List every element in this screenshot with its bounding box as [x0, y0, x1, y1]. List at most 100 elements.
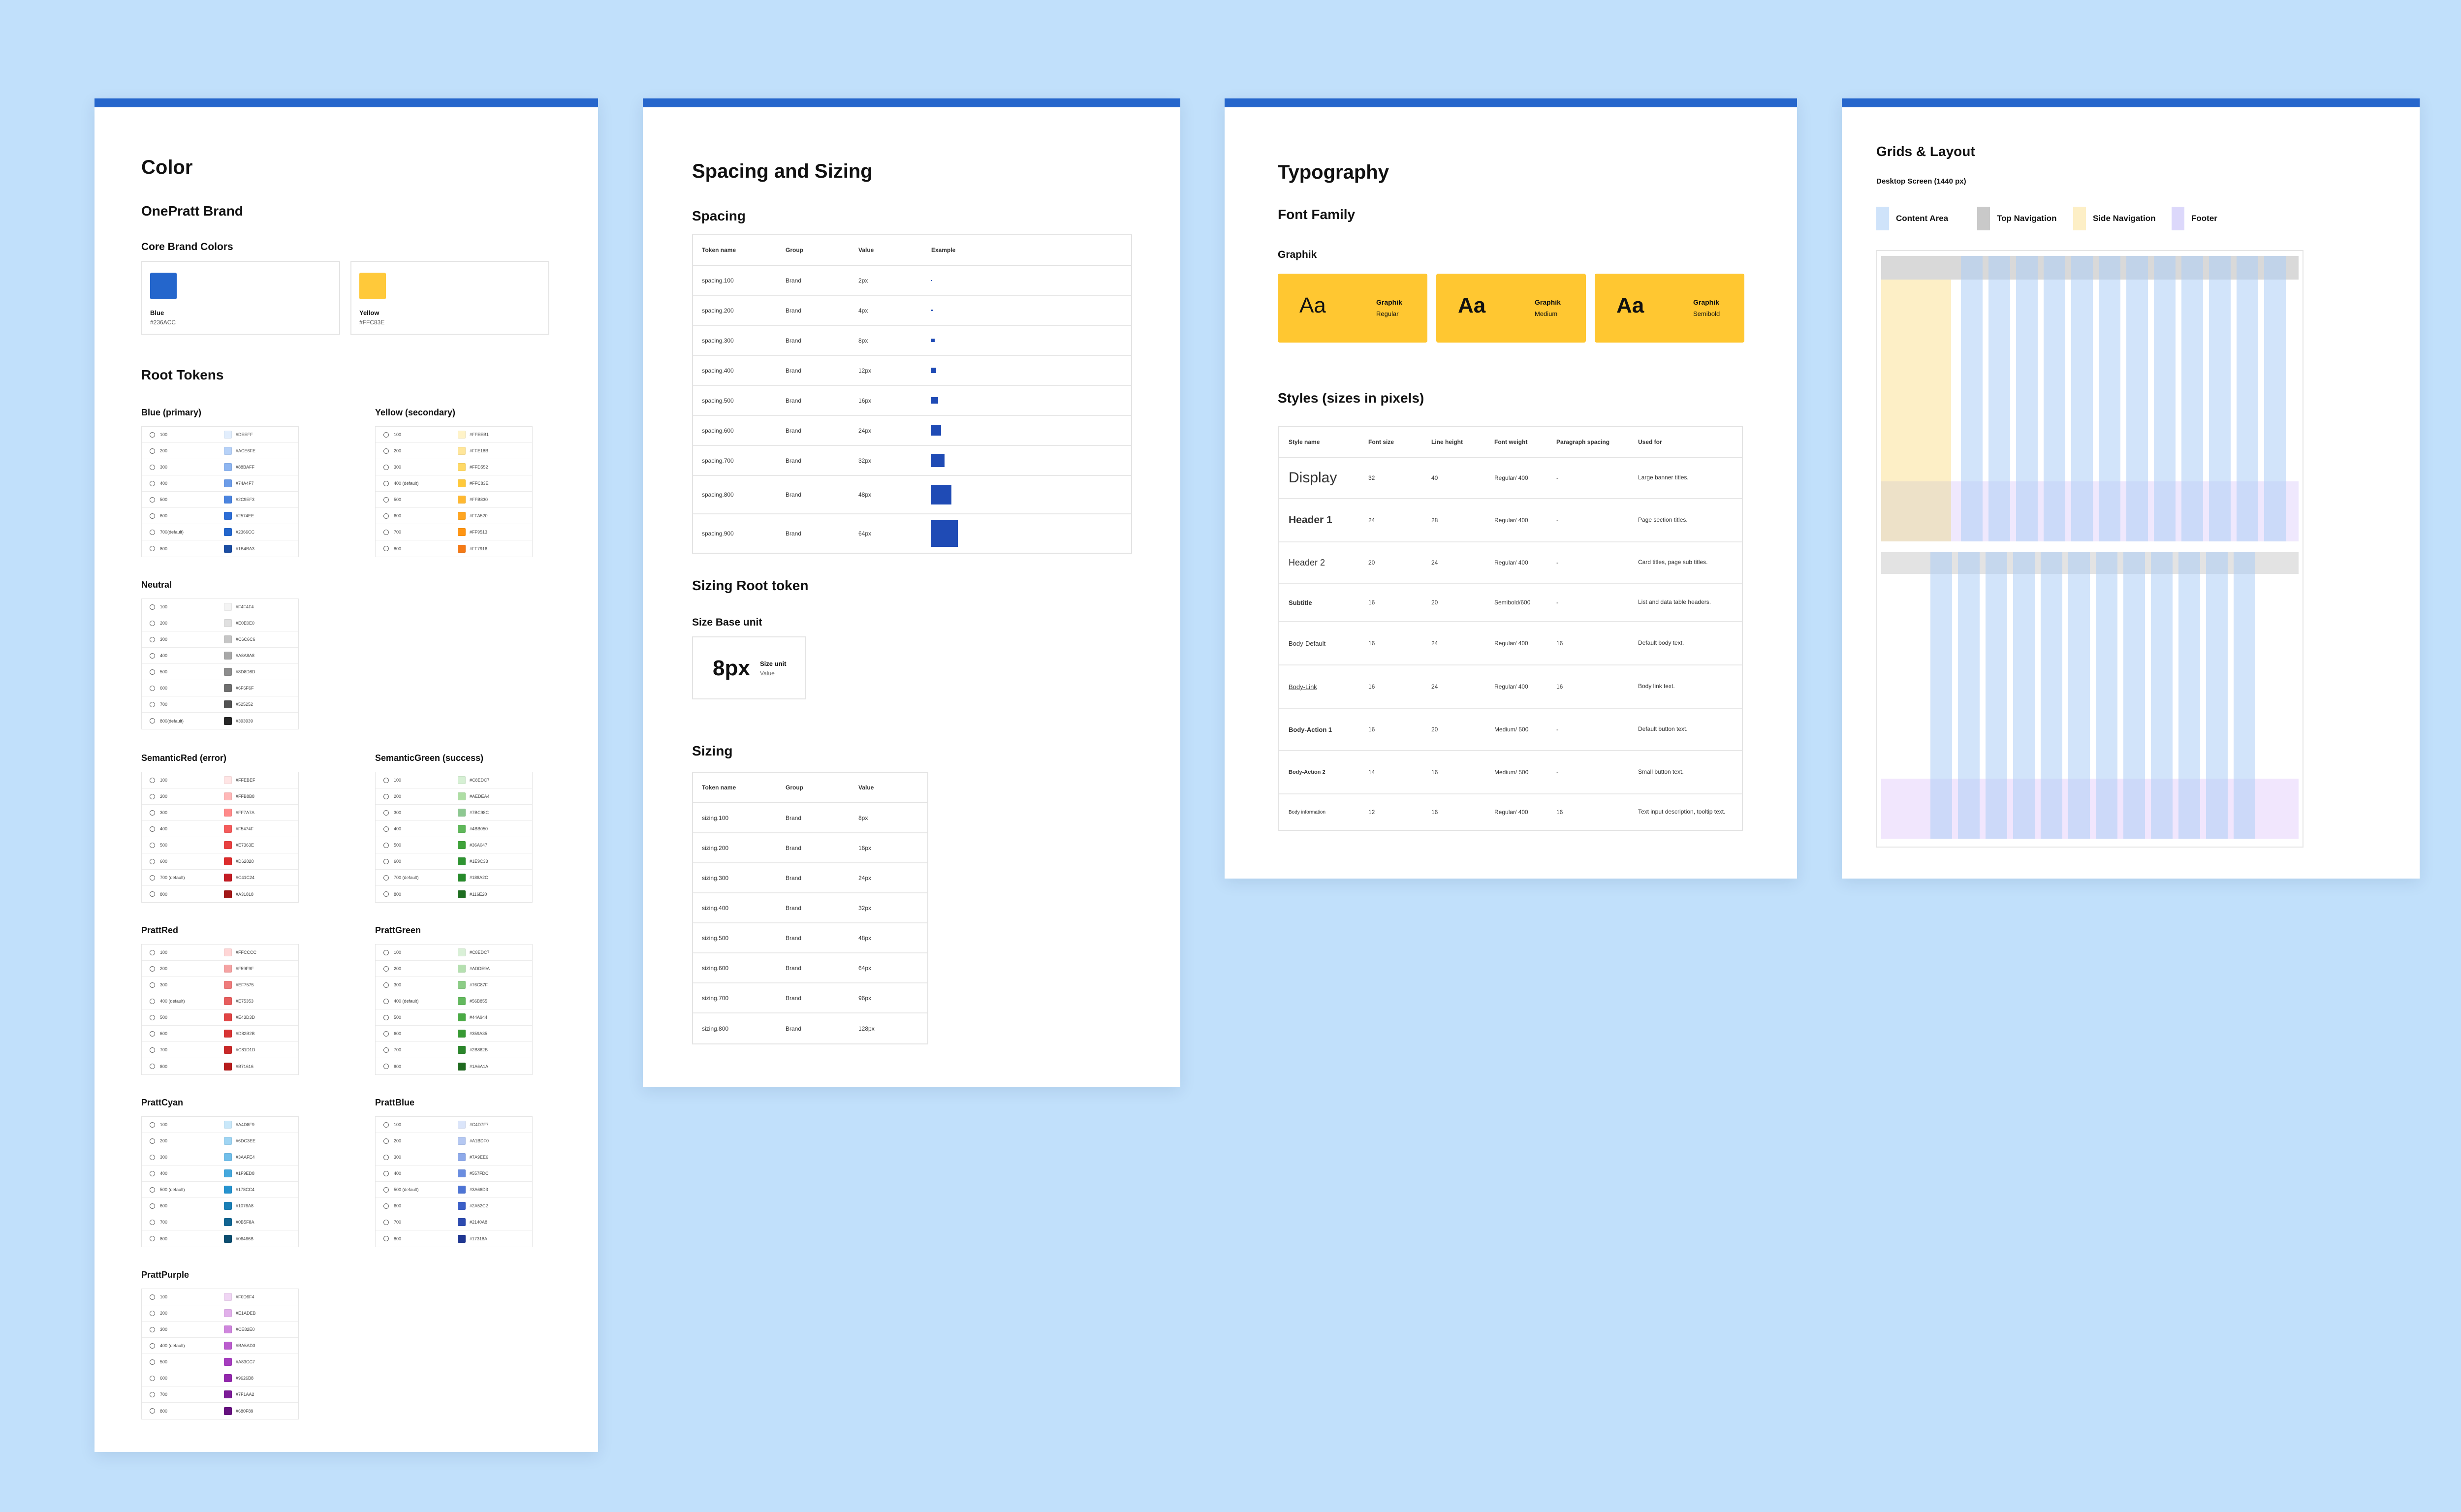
copy-icon[interactable] — [383, 875, 389, 881]
style-used: Default button text. — [1638, 725, 1688, 733]
copy-icon[interactable] — [150, 497, 155, 503]
copy-icon[interactable] — [150, 718, 155, 724]
sizing-heading: Sizing — [692, 743, 733, 758]
copy-icon[interactable] — [150, 448, 155, 454]
style-used: Large banner titles. — [1638, 474, 1689, 481]
copy-icon[interactable] — [150, 1391, 155, 1397]
font-sample-semibold: Aa Graphik Semibold — [1595, 274, 1744, 343]
copy-icon[interactable] — [383, 497, 389, 503]
copy-icon[interactable] — [150, 1219, 155, 1225]
copy-icon[interactable] — [383, 480, 389, 486]
token-hex: #1A6A1A — [470, 1064, 489, 1069]
copy-icon[interactable] — [150, 810, 155, 816]
copy-icon[interactable] — [383, 1031, 389, 1037]
copy-icon[interactable] — [150, 620, 155, 626]
copy-icon[interactable] — [150, 636, 155, 642]
copy-icon[interactable] — [150, 701, 155, 707]
copy-icon[interactable] — [150, 1122, 155, 1128]
example-square — [931, 397, 938, 404]
copy-icon[interactable] — [383, 1014, 389, 1020]
copy-icon[interactable] — [150, 653, 155, 659]
copy-icon[interactable] — [150, 826, 155, 832]
copy-icon[interactable] — [383, 432, 389, 438]
copy-icon[interactable] — [383, 949, 389, 955]
token-name: sizing.700 — [702, 994, 729, 1002]
col-used: Used for — [1638, 439, 1662, 445]
token-hex: #680F89 — [236, 1408, 253, 1414]
copy-icon[interactable] — [383, 1138, 389, 1144]
copy-icon[interactable] — [383, 826, 389, 832]
copy-icon[interactable] — [150, 529, 155, 535]
copy-icon[interactable] — [150, 793, 155, 799]
token-row: 100 #F0D6F4 — [142, 1289, 298, 1305]
token-hex: #FFEEB1 — [470, 432, 489, 437]
copy-icon[interactable] — [150, 982, 155, 988]
token-row: 400 #74A4F7 — [142, 475, 298, 492]
copy-icon[interactable] — [150, 1326, 155, 1332]
copy-icon[interactable] — [150, 432, 155, 438]
copy-icon[interactable] — [150, 1047, 155, 1053]
copy-icon[interactable] — [383, 1203, 389, 1209]
copy-icon[interactable] — [150, 1375, 155, 1381]
copy-icon[interactable] — [150, 875, 155, 881]
copy-icon[interactable] — [150, 1138, 155, 1144]
copy-icon[interactable] — [150, 1203, 155, 1209]
copy-icon[interactable] — [383, 1236, 389, 1241]
copy-icon[interactable] — [383, 966, 389, 972]
copy-icon[interactable] — [150, 546, 155, 551]
copy-icon[interactable] — [150, 1310, 155, 1316]
token-step: 200 — [160, 966, 168, 971]
copy-icon[interactable] — [383, 891, 389, 897]
copy-icon[interactable] — [150, 1154, 155, 1160]
copy-icon[interactable] — [150, 1359, 155, 1365]
copy-icon[interactable] — [383, 1219, 389, 1225]
copy-icon[interactable] — [150, 1187, 155, 1193]
copy-icon[interactable] — [383, 842, 389, 848]
copy-icon[interactable] — [150, 842, 155, 848]
copy-icon[interactable] — [383, 1064, 389, 1069]
copy-icon[interactable] — [150, 604, 155, 610]
copy-icon[interactable] — [383, 546, 389, 551]
copy-icon[interactable] — [150, 1014, 155, 1020]
copy-icon[interactable] — [150, 891, 155, 897]
token-step: 400 — [160, 653, 168, 658]
copy-icon[interactable] — [150, 858, 155, 864]
copy-icon[interactable] — [150, 949, 155, 955]
col-token: Token name — [702, 784, 736, 791]
copy-icon[interactable] — [383, 1154, 389, 1160]
copy-icon[interactable] — [150, 966, 155, 972]
copy-icon[interactable] — [383, 998, 389, 1004]
table-row: sizing.200 Brand 16px — [693, 833, 927, 863]
copy-icon[interactable] — [383, 793, 389, 799]
copy-icon[interactable] — [150, 685, 155, 691]
copy-icon[interactable] — [383, 1047, 389, 1053]
copy-icon[interactable] — [150, 1343, 155, 1349]
copy-icon[interactable] — [150, 998, 155, 1004]
copy-icon[interactable] — [383, 513, 389, 519]
copy-icon[interactable] — [150, 464, 155, 470]
copy-icon[interactable] — [383, 858, 389, 864]
copy-icon[interactable] — [383, 810, 389, 816]
token-step: 600 — [160, 686, 168, 691]
copy-icon[interactable] — [150, 1294, 155, 1300]
copy-icon[interactable] — [150, 480, 155, 486]
legend-label: Footer — [2191, 214, 2217, 223]
copy-icon[interactable] — [150, 1031, 155, 1037]
token-row: 800 #116E20 — [376, 886, 532, 902]
copy-icon[interactable] — [383, 1122, 389, 1128]
copy-icon[interactable] — [383, 777, 389, 783]
copy-icon[interactable] — [150, 1236, 155, 1241]
copy-icon[interactable] — [383, 464, 389, 470]
copy-icon[interactable] — [383, 529, 389, 535]
token-step: 100 — [394, 950, 402, 955]
copy-icon[interactable] — [383, 1187, 389, 1193]
copy-icon[interactable] — [150, 1170, 155, 1176]
copy-icon[interactable] — [150, 669, 155, 675]
copy-icon[interactable] — [383, 982, 389, 988]
copy-icon[interactable] — [150, 777, 155, 783]
copy-icon[interactable] — [150, 1064, 155, 1069]
copy-icon[interactable] — [150, 513, 155, 519]
copy-icon[interactable] — [383, 448, 389, 454]
copy-icon[interactable] — [383, 1170, 389, 1176]
copy-icon[interactable] — [150, 1408, 155, 1414]
